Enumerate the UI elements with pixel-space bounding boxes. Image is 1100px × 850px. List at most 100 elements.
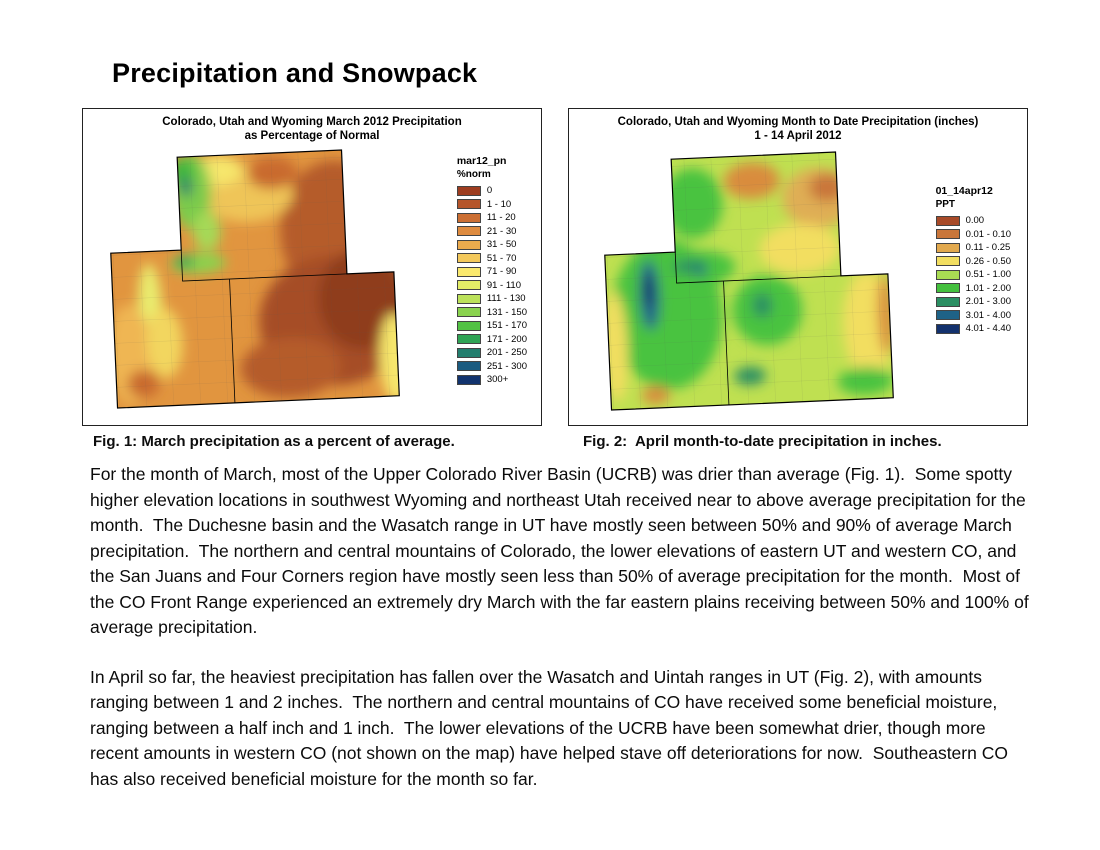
legend-label: 201 - 250 xyxy=(486,347,527,358)
fig1-state-outline xyxy=(110,149,400,409)
legend-label: 91 - 110 xyxy=(486,279,521,291)
legend-swatch xyxy=(456,347,481,358)
legend-swatch xyxy=(456,239,481,250)
legend-label: 4.01 - 4.40 xyxy=(965,323,1011,334)
legend-swatch xyxy=(456,185,481,196)
legend-swatch xyxy=(456,226,481,236)
legend-row: 51 - 70 xyxy=(456,252,527,264)
legend-label: 0.00 xyxy=(965,215,985,226)
legend-row: 0.01 - 0.10 xyxy=(935,228,1011,240)
legend-row: 4.01 - 4.40 xyxy=(935,323,1011,334)
legend-row: 0.51 - 1.00 xyxy=(935,269,1011,280)
legend-label: 0.26 - 0.50 xyxy=(965,255,1011,267)
legend-row: 2.01 - 3.00 xyxy=(935,296,1011,307)
legend-swatch xyxy=(456,212,481,223)
legend-row: 1 - 10 xyxy=(456,198,527,210)
legend-swatch xyxy=(456,361,481,371)
fig2-legend-items: 0.00 0.01 - 0.10 0.11 - 0.25 0.26 - 0.50 0.5… xyxy=(935,215,1011,334)
legend-row: 151 - 170 xyxy=(456,320,527,331)
legend-swatch xyxy=(935,310,960,320)
legend-swatch xyxy=(935,256,960,266)
legend-label: 3.01 - 4.00 xyxy=(965,309,1011,321)
legend-row: 91 - 110 xyxy=(456,279,527,291)
legend-label: 21 - 30 xyxy=(486,225,517,237)
fig2-legend: 01_14apr12 PPT 0.00 0.01 - 0.10 0.11 - 0.2… xyxy=(935,185,1011,337)
legend-row: 131 - 150 xyxy=(456,306,527,318)
legend-label: 300+ xyxy=(486,374,509,385)
legend-swatch xyxy=(456,293,481,304)
fig2-legend-subtitle: PPT xyxy=(935,199,956,210)
legend-label: 2.01 - 3.00 xyxy=(965,296,1011,307)
legend-swatch xyxy=(456,334,481,344)
legend-swatch xyxy=(935,269,960,280)
fig1-state-borders xyxy=(180,250,347,403)
legend-row: 31 - 50 xyxy=(456,239,527,250)
legend-swatch xyxy=(935,296,960,307)
legend-swatch xyxy=(456,320,481,331)
legend-swatch xyxy=(935,215,960,226)
legend-row: 0.11 - 0.25 xyxy=(935,242,1011,253)
legend-swatch xyxy=(456,253,481,263)
legend-label: 51 - 70 xyxy=(486,252,517,264)
legend-swatch xyxy=(456,307,481,317)
fig1-map-title-line1: Colorado, Utah and Wyoming March 2012 Pr… xyxy=(162,116,462,128)
legend-row: 300+ xyxy=(456,374,527,385)
fig2-state-borders xyxy=(674,252,841,405)
legend-row: 251 - 300 xyxy=(456,360,527,372)
body-text: For the month of March, most of the Uppe… xyxy=(90,462,1030,816)
figure-1-panel: Colorado, Utah and Wyoming March 2012 Pr… xyxy=(82,108,542,426)
legend-swatch xyxy=(935,283,960,293)
legend-label: 31 - 50 xyxy=(486,239,517,250)
legend-label: 251 - 300 xyxy=(486,360,527,372)
legend-label: 71 - 90 xyxy=(486,266,517,277)
fig1-map-title-line2: as Percentage of Normal xyxy=(244,130,380,142)
fig1-legend-subtitle: %norm xyxy=(456,169,491,180)
fig1-precip-map xyxy=(106,147,400,409)
fig1-caption: Fig. 1: March precipitation as a percent… xyxy=(93,433,455,450)
legend-swatch xyxy=(456,266,481,277)
legend-row: 21 - 30 xyxy=(456,225,527,237)
legend-label: 151 - 170 xyxy=(486,320,527,331)
legend-label: 0 xyxy=(486,185,493,196)
legend-row: 171 - 200 xyxy=(456,333,527,345)
fig2-map-title-line2: 1 - 14 April 2012 xyxy=(754,130,842,142)
paragraph-april-summary: In April so far, the heaviest precipitat… xyxy=(90,666,1013,789)
fig1-legend: mar12_pn %norm 0 1 - 10 11 - 20 21 - 30 31 -… xyxy=(456,155,527,388)
legend-label: 0.01 - 0.10 xyxy=(965,228,1011,240)
legend-row: 111 - 130 xyxy=(456,293,527,304)
legend-row: 201 - 250 xyxy=(456,347,527,358)
fig1-legend-items: 0 1 - 10 11 - 20 21 - 30 31 - 50 51 - 70 71 - … xyxy=(456,185,527,385)
legend-label: 171 - 200 xyxy=(486,333,527,345)
legend-swatch xyxy=(456,199,481,209)
legend-swatch xyxy=(456,374,481,385)
legend-swatch xyxy=(935,323,960,334)
legend-label: 131 - 150 xyxy=(486,306,527,318)
legend-swatch xyxy=(456,280,481,290)
fig2-state-outline xyxy=(604,151,894,411)
fig2-map-title: Colorado, Utah and Wyoming Month to Date… xyxy=(569,115,1027,143)
legend-row: 0.26 - 0.50 xyxy=(935,255,1011,267)
legend-row: 11 - 20 xyxy=(456,212,527,223)
legend-swatch xyxy=(935,229,960,239)
fig1-map-group xyxy=(106,147,400,409)
legend-label: 0.51 - 1.00 xyxy=(965,269,1011,280)
paragraph-march-summary: For the month of March, most of the Uppe… xyxy=(90,464,1034,637)
fig1-map-title: Colorado, Utah and Wyoming March 2012 Pr… xyxy=(83,115,541,143)
fig2-map-group xyxy=(600,149,894,411)
fig2-map-title-line1: Colorado, Utah and Wyoming Month to Date… xyxy=(617,116,979,128)
legend-swatch xyxy=(935,242,960,253)
fig2-caption: Fig. 2: April month-to-date precipitatio… xyxy=(583,433,942,450)
legend-row: 1.01 - 2.00 xyxy=(935,282,1011,294)
legend-row: 3.01 - 4.00 xyxy=(935,309,1011,321)
legend-row: 71 - 90 xyxy=(456,266,527,277)
legend-label: 1.01 - 2.00 xyxy=(965,282,1011,294)
fig1-legend-title: mar12_pn xyxy=(456,155,507,167)
fig2-precip-map xyxy=(600,149,894,411)
legend-label: 1 - 10 xyxy=(486,198,512,210)
fig2-legend-title: 01_14apr12 xyxy=(935,185,993,197)
legend-label: 0.11 - 0.25 xyxy=(965,242,1011,253)
legend-label: 11 - 20 xyxy=(486,212,516,223)
legend-row: 0.00 xyxy=(935,215,1011,226)
legend-label: 111 - 130 xyxy=(486,293,526,304)
